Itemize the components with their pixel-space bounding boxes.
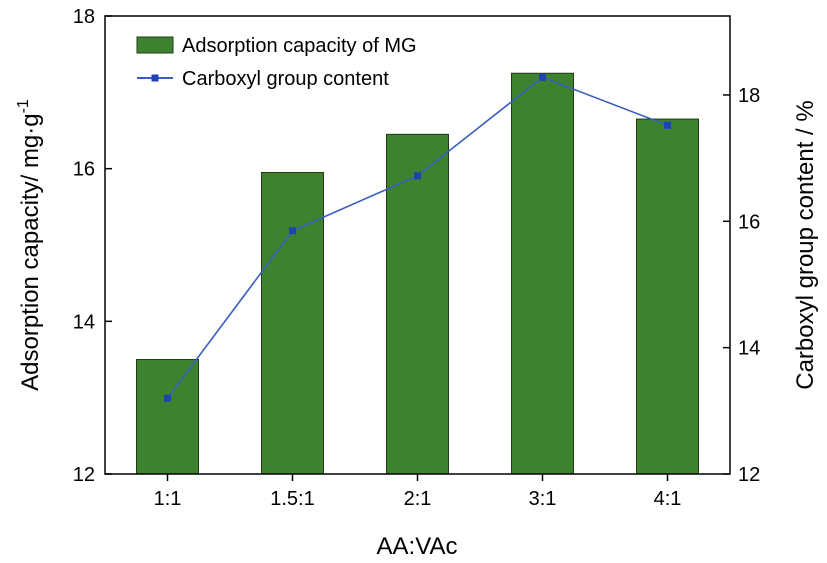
x-axis-title: AA:VAc: [377, 533, 458, 560]
y-axis-title-superscript: -1: [15, 99, 32, 113]
line-point-4:1: [664, 121, 671, 129]
x-tick-label: 3:1: [529, 488, 557, 510]
y-axis-title: Adsorption capacity/ mg·g-1: [15, 99, 44, 391]
y-tick-label: 16: [73, 159, 95, 181]
legend-bar-swatch: [136, 36, 174, 54]
y2-tick-label: 14: [738, 338, 760, 360]
bar-1:1: [136, 359, 199, 475]
legend-bar-label: Adsorption capacity of MG: [182, 35, 417, 57]
line-series-group: [164, 73, 671, 402]
y-axis-title-main: Adsorption capacity/ mg·g: [17, 113, 44, 390]
y2-tick-label: 16: [738, 211, 760, 233]
y-tick-label: 18: [73, 6, 95, 28]
y-tick-label: 14: [73, 311, 95, 333]
x-tick-label: 1.5:1: [270, 488, 314, 510]
bar-3:1: [511, 72, 574, 475]
x-tick-label: 1:1: [154, 488, 182, 510]
bars-group: [136, 72, 699, 475]
y-tick-label: 12: [73, 464, 95, 486]
line-point-1.5:1: [289, 227, 296, 235]
line-point-2:1: [414, 172, 421, 180]
line-point-3:1: [539, 73, 546, 81]
x-tick-label: 2:1: [404, 488, 432, 510]
bar-1.5:1: [261, 171, 324, 475]
legend-line-marker: [151, 74, 159, 82]
x-tick-label: 4:1: [654, 488, 682, 510]
legend-line-label: Carboxyl group content: [182, 68, 389, 90]
line-point-1:1: [164, 394, 171, 402]
y2-tick-label: 12: [738, 464, 760, 486]
y2-tick-label: 18: [738, 85, 760, 107]
ticks-group: 12 14 16 18 12 14 16 18 1:1 1.5:1 2:1 3:1 4:1: [73, 6, 761, 510]
bar-4:1: [636, 118, 699, 475]
legend: Adsorption capacity of MG Carboxyl group…: [136, 35, 417, 90]
bar-2:1: [386, 133, 449, 475]
y2-axis-title: Carboxyl group content / %: [792, 100, 819, 390]
